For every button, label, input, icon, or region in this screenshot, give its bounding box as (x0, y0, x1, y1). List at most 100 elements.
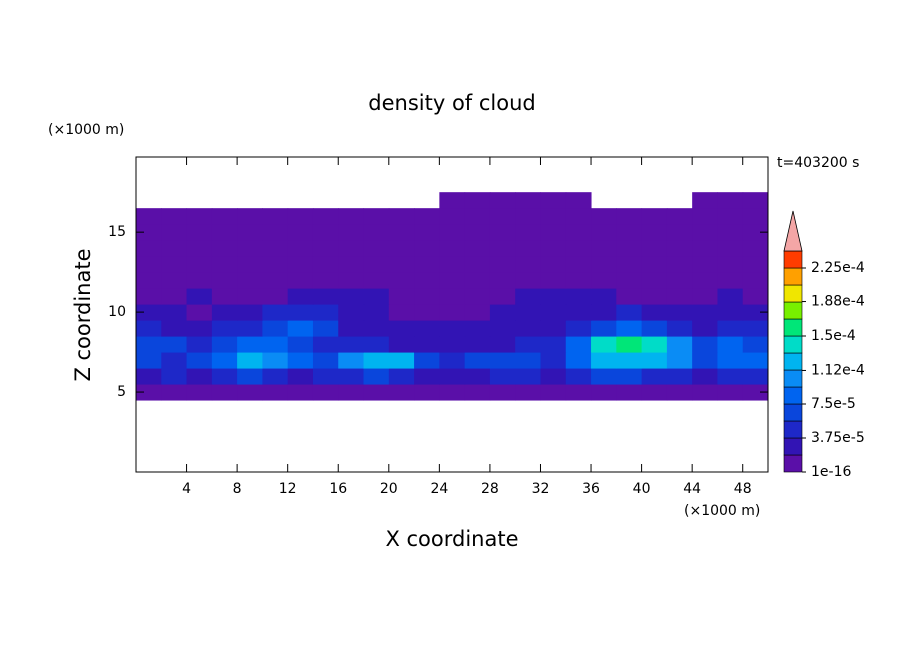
cell (388, 208, 415, 225)
cell (616, 384, 643, 401)
cell (616, 240, 643, 257)
cell (489, 272, 516, 289)
cell (161, 304, 188, 321)
cell (717, 336, 744, 353)
cell (666, 320, 693, 337)
cell (312, 368, 339, 385)
cell (591, 288, 617, 305)
cell (388, 384, 415, 401)
cell (591, 336, 617, 353)
x-axis-label: X coordinate (385, 527, 518, 551)
cell (439, 240, 466, 257)
colorbar-band (783, 420, 803, 439)
cell (666, 384, 693, 401)
colorbar-label: 3.75e-5 (811, 430, 865, 446)
cell (237, 336, 263, 353)
colorbar-label: 1e-16 (811, 464, 851, 480)
cell (489, 384, 516, 401)
cell (388, 240, 415, 257)
cell (287, 240, 314, 257)
cell (287, 304, 314, 321)
cell (161, 256, 188, 273)
cell (616, 256, 643, 273)
cell (237, 304, 263, 321)
cell (515, 304, 541, 321)
cell (414, 368, 440, 385)
cell (363, 224, 390, 241)
cell (692, 272, 718, 289)
cell (287, 384, 314, 401)
cell (136, 384, 162, 401)
cell (136, 304, 162, 321)
cell (211, 240, 238, 257)
cell (186, 208, 213, 225)
colorbar-label: 1.88e-4 (811, 294, 865, 310)
cell (464, 320, 491, 337)
cell (414, 256, 440, 273)
cell (616, 352, 643, 369)
cell (338, 368, 365, 385)
cell (515, 256, 541, 273)
cell (692, 320, 718, 337)
cell (237, 208, 263, 225)
cell (338, 352, 365, 369)
cell (287, 208, 314, 225)
cell (363, 288, 390, 305)
cell (312, 288, 339, 305)
cell (211, 272, 238, 289)
cell (186, 352, 213, 369)
x-tick-label: 12 (279, 481, 297, 497)
cell (666, 256, 693, 273)
cell (388, 288, 415, 305)
cell (565, 320, 592, 337)
cell (666, 352, 693, 369)
cell (591, 256, 617, 273)
cell (540, 336, 567, 353)
cell (464, 384, 491, 401)
cell (464, 352, 491, 369)
cell (742, 272, 769, 289)
cell (388, 304, 415, 321)
cell (161, 320, 188, 337)
cell (692, 368, 718, 385)
cell (515, 384, 541, 401)
cell (489, 208, 516, 225)
cell (287, 352, 314, 369)
cell (363, 208, 390, 225)
cell (312, 240, 339, 257)
cell (464, 272, 491, 289)
cell (262, 208, 289, 225)
annotation: t=403200 s (777, 155, 859, 171)
cell (515, 240, 541, 257)
cell (717, 192, 744, 209)
cell (414, 336, 440, 353)
cell (136, 224, 162, 241)
x-tick-label: 48 (734, 481, 752, 497)
cell (237, 352, 263, 369)
cell (591, 224, 617, 241)
cell (692, 336, 718, 353)
cell (464, 336, 491, 353)
cell (692, 256, 718, 273)
cell (515, 368, 541, 385)
cell (388, 320, 415, 337)
cell (338, 320, 365, 337)
cell (136, 208, 162, 225)
colorbar-extend (783, 210, 803, 252)
cell (237, 288, 263, 305)
cell (515, 208, 541, 225)
cell (515, 192, 541, 209)
cell (287, 272, 314, 289)
cell (616, 320, 643, 337)
cell (717, 224, 744, 241)
cell (136, 256, 162, 273)
cell (414, 224, 440, 241)
cell (742, 240, 769, 257)
cell (565, 224, 592, 241)
cell (161, 288, 188, 305)
cell (692, 192, 718, 209)
cell (489, 192, 516, 209)
cell (439, 208, 466, 225)
cell (565, 352, 592, 369)
